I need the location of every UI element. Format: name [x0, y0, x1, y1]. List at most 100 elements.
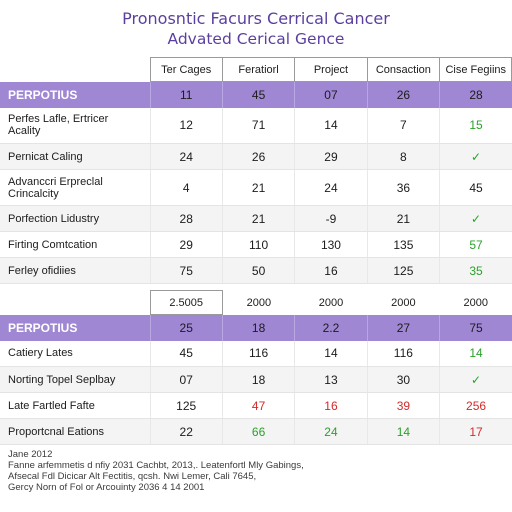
row-label: Advanccri Erpreclal Crincalcity	[0, 169, 150, 206]
table-row: Norting Topel Seplbay 07 18 13 30 ✓	[0, 366, 512, 393]
footnote-line: Fanne arfemmetis d nfiy 2031 Cachbt, 201…	[8, 460, 304, 471]
cell-value: 16	[294, 392, 368, 419]
group-value: 07	[294, 81, 368, 108]
row-label: Ferley ofidiies	[0, 257, 150, 284]
cell-value: 66	[221, 418, 295, 445]
cell-value: 28	[149, 205, 223, 232]
footnote-line: Afsecal Fdl Dicicar Alt Fectitis, qcsh. …	[8, 471, 257, 482]
cell-value: 24	[294, 418, 368, 445]
factors-table-1: Ter Cages Feratiorl Project Consaction Cise …	[0, 57, 512, 284]
cell-value: 30	[366, 366, 440, 393]
column-header: 2000	[318, 296, 344, 309]
cell-value: 21	[221, 205, 295, 232]
table-row: Late Fartled Fafte 125 47 16 39 256	[0, 392, 512, 419]
footnotes: Jane 2012 Fanne arfemmetis d nfiy 2031 C…	[8, 449, 504, 493]
cell-value: 21	[221, 169, 295, 206]
column-header: 2000	[246, 296, 272, 309]
group-label: PERPOTIUS	[0, 81, 150, 108]
cell-value: 125	[149, 392, 223, 419]
cell-value: 7	[366, 107, 440, 144]
cell-value: 45	[149, 340, 223, 367]
column-header: Cise Fegiins	[439, 57, 512, 82]
row-label: Perfes Lafle, Ertricer Acality	[0, 107, 150, 144]
group-value: 45	[221, 81, 295, 108]
table-row: Advanccri Erpreclal Crincalcity 4 21 24 36 45	[0, 169, 512, 206]
group-value: 11	[149, 81, 223, 108]
cell-value: 07	[149, 366, 223, 393]
group-band-row: PERPOTIUS 25 18 2.2 27 75	[0, 314, 512, 341]
check-icon: ✓	[439, 205, 512, 232]
cell-value: 4	[149, 169, 223, 206]
table-row: Firting Comtcation 29 110 130 135 57	[0, 231, 512, 258]
header-row: Ter Cages Feratiorl Project Consaction Cise …	[0, 57, 512, 82]
cell-value: 35	[439, 257, 512, 284]
cell-value: 130	[294, 231, 368, 258]
table-row: Perfes Lafle, Ertricer Acality 12 71 14 7 15	[0, 107, 512, 144]
cell-value: 116	[366, 340, 440, 367]
page-subtitle: Advated Cerical Gence	[167, 30, 345, 48]
cell-value: 13	[294, 366, 368, 393]
cell-value: 57	[439, 231, 512, 258]
column-header	[0, 58, 150, 82]
cell-value: 21	[366, 205, 440, 232]
cell-value: 8	[366, 143, 440, 170]
cell-value: 29	[149, 231, 223, 258]
cell-value: 24	[294, 169, 368, 206]
group-value: 26	[366, 81, 440, 108]
footnote-line: Gercy Norn of Fol or Arcouinty 2036 4 14…	[8, 482, 205, 493]
column-header: 2.5005	[149, 290, 223, 315]
cell-value: -9	[294, 205, 368, 232]
column-header	[0, 291, 150, 315]
group-label: PERPOTIUS	[0, 314, 150, 341]
cell-value: 16	[294, 257, 368, 284]
cell-value: 125	[366, 257, 440, 284]
row-label: Catiery Lates	[0, 340, 150, 367]
cell-value: 29	[294, 143, 368, 170]
header-row: 2.5005 2000 2000 2000 2000	[0, 290, 512, 315]
cell-value: 24	[149, 143, 223, 170]
table-row: Porfection Lidustry 28 21 -9 21 ✓	[0, 205, 512, 232]
cell-value: 14	[294, 107, 368, 144]
column-header: 2000	[391, 296, 416, 309]
cell-value: 47	[221, 392, 295, 419]
cell-value: 26	[221, 143, 295, 170]
factors-table-2: 2.5005 2000 2000 2000 2000 PERPOTIUS 25 18 2.2 27…	[0, 290, 512, 445]
page-title: Pronosntic Facurs Cerrical Cancer	[122, 9, 390, 28]
row-label: Late Fartled Fafte	[0, 392, 150, 419]
footnote-line: Jane 2012	[8, 449, 53, 460]
row-label: Firting Comtcation	[0, 231, 150, 258]
cell-value: 256	[439, 392, 512, 419]
column-header: Project	[294, 57, 368, 82]
row-label: Proportcnal Eations	[0, 418, 150, 445]
cell-value: 135	[366, 231, 440, 258]
cell-value: 39	[366, 392, 440, 419]
column-header: 2000	[463, 296, 489, 309]
column-header: Consaction	[366, 57, 441, 82]
cell-value: 17	[439, 418, 512, 445]
cell-value: 71	[221, 107, 295, 144]
row-label: Pernicat Caling	[0, 143, 150, 170]
table-row: Pernicat Caling 24 26 29 8 ✓	[0, 143, 512, 170]
column-header: Feratiorl	[221, 57, 296, 82]
group-band-row: PERPOTIUS 11 45 07 26 28	[0, 81, 512, 108]
table-row: Ferley ofidiies 75 50 16 125 35	[0, 257, 512, 284]
table-row: Proportcnal Eations 22 66 24 14 17	[0, 418, 512, 445]
cell-value: 22	[149, 418, 223, 445]
group-value: 27	[366, 314, 440, 341]
cell-value: 75	[149, 257, 223, 284]
group-value: 2.2	[294, 314, 368, 341]
check-icon: ✓	[439, 366, 512, 393]
group-value: 18	[221, 314, 295, 341]
cell-value: 36	[366, 169, 440, 206]
cell-value: 14	[294, 340, 368, 367]
cell-value: 15	[439, 107, 512, 144]
cell-value: 110	[221, 231, 295, 258]
column-header: Ter Cages	[149, 57, 223, 82]
cell-value: 14	[439, 340, 512, 367]
cell-value: 45	[439, 169, 512, 206]
check-icon: ✓	[439, 143, 512, 170]
group-value: 25	[149, 314, 223, 341]
row-label: Norting Topel Seplbay	[0, 366, 150, 393]
cell-value: 14	[366, 418, 440, 445]
group-value: 28	[439, 81, 512, 108]
